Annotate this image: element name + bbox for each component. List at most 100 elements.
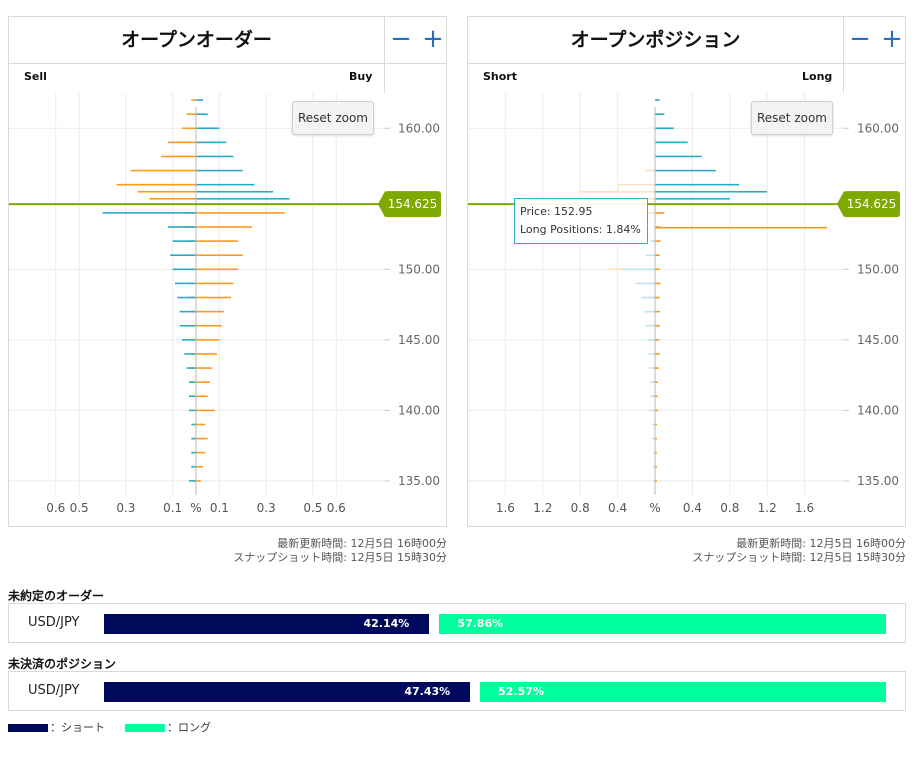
bar-short-below-price-: [640, 296, 655, 299]
x-tick-label: 0.8: [571, 501, 590, 515]
bar-sell-orders-below-price: [188, 480, 196, 482]
current-price-badge: 154.625: [378, 191, 441, 218]
bar-short-below-price-: [649, 409, 655, 412]
x-tick-label: 0.5: [70, 501, 89, 515]
bar-long-below-price-: [655, 254, 660, 257]
orders-update-info: 最新更新時間: 12月5日 16時00分 スナップショット時間: 12月5日 1…: [8, 537, 447, 565]
x-tick-label: 1.2: [533, 501, 552, 515]
sell-label: Sell: [24, 70, 47, 83]
bar-long-below-price-: [655, 409, 658, 412]
bar-sell-orders-below-price: [167, 226, 196, 228]
bar-sell: [116, 183, 196, 186]
x-tick-label: 0.4: [683, 501, 702, 515]
bar-sell: [186, 113, 196, 115]
price-tick-label: 150.00: [398, 262, 440, 276]
bar-buy-orders-above-price: [196, 155, 234, 158]
open-orders-header: オープンオーダー − +: [9, 17, 446, 64]
bar-long-below-price-: [655, 310, 660, 313]
bar-long: [655, 127, 674, 130]
bar-sell-orders-below-price: [191, 437, 196, 440]
legend-short-swatch: [8, 724, 48, 732]
bar-short-below-price-: [653, 451, 655, 454]
x-tick-label: 0.5: [303, 501, 322, 515]
bar-buy: [196, 226, 253, 228]
bar-short-below-price-: [653, 465, 655, 468]
zoom-controls: − +: [843, 17, 907, 63]
bar-short-below-price-: [648, 353, 655, 355]
short-ratio-bar: 42.14%: [104, 614, 430, 634]
bar-buy: [196, 451, 206, 454]
x-center-label: %: [190, 501, 201, 515]
bar-long-below-price-: [655, 367, 659, 369]
open-positions-row: USD/JPY 47.43% 52.57%: [8, 671, 906, 711]
bar-sell: [160, 155, 196, 158]
bar-sell-orders-below-price: [186, 367, 196, 369]
badge-box: [843, 191, 900, 218]
zoom-out-button[interactable]: −: [849, 24, 871, 54]
bar-short-below-price-: [647, 339, 655, 341]
bar-long-below-price-: [655, 226, 828, 229]
open-positions-title: オープンポジション: [570, 29, 741, 51]
reset-zoom-button[interactable]: Reset zoom: [292, 101, 374, 135]
bar-sell-orders-below-price: [181, 339, 196, 341]
bar-short-below-price-: [622, 268, 655, 271]
open-positions-chart: 160.00 150.00 145.00 140.00 135.00 154.625 1.6…: [468, 93, 900, 515]
tooltip-value: Long Positions: 1.84%: [520, 223, 641, 236]
bar-long: [655, 141, 688, 144]
short-label: Short: [483, 70, 517, 83]
bar-long: [655, 183, 740, 186]
current-price-label: 154.625: [388, 197, 438, 211]
bar-short: [617, 183, 655, 186]
price-tick-label: 140.00: [398, 403, 440, 417]
zoom-in-button[interactable]: +: [881, 24, 903, 54]
price-tick-label: 135.00: [857, 474, 899, 488]
long-ratio-bar: 57.86%: [439, 614, 886, 634]
bar-sell: [181, 127, 196, 130]
bar-long-below-price-: [655, 451, 657, 454]
bar-short-below-price-: [650, 381, 655, 383]
reset-zoom-button[interactable]: Reset zoom: [751, 101, 833, 135]
x-tick-label: 0.4: [608, 501, 627, 515]
x-tick-label: 0.1: [210, 501, 229, 515]
x-tick-label: 0.3: [116, 501, 135, 515]
bar-buy-orders-above-price: [196, 127, 220, 130]
open-positions-header: オープンポジション − +: [468, 17, 905, 64]
x-tick-label: 1.2: [758, 501, 777, 515]
bar-sell-orders-below-price: [172, 240, 196, 242]
current-price-badge: 154.625: [837, 191, 900, 218]
zoom-out-button[interactable]: −: [390, 24, 412, 54]
bar-long: [655, 190, 768, 193]
open-positions-panel: 160.00 150.00 145.00 140.00 135.00 154.625 1.6…: [467, 16, 906, 527]
bar-buy: [196, 310, 225, 313]
bar-long-below-price-: [655, 423, 657, 426]
bar-long-below-price-: [655, 465, 657, 468]
bar-short: [645, 169, 655, 172]
legend-short-label: ：ショート: [50, 721, 105, 734]
axis-divider: [384, 63, 385, 93]
currency-pair: USD/JPY: [28, 683, 80, 698]
bar-long: [655, 197, 730, 200]
orders-last-updated: 最新更新時間: 12月5日 16時00分: [277, 537, 447, 550]
bar-short-below-price-: [643, 310, 655, 313]
bar-sell: [149, 197, 196, 200]
orders-snapshot-time: スナップショット時間: 12月5日 15時30分: [233, 551, 447, 564]
bar-buy: [196, 423, 206, 426]
bar-buy-orders-above-price: [196, 99, 204, 101]
bar-buy: [196, 353, 218, 355]
long-label: Long: [802, 70, 833, 83]
pending-orders-row: USD/JPY 42.14% 57.86%: [8, 603, 906, 643]
price-tick-label: 145.00: [398, 333, 440, 347]
bar-long-below-price-: [655, 480, 657, 482]
bar-short-below-price-: [650, 240, 655, 242]
bar-short-below-price-: [636, 282, 655, 285]
open-orders-chart: 160.00 150.00 145.00 140.00 135.00 154.625 0.6…: [9, 93, 441, 515]
x-tick-label: 0.1: [163, 501, 182, 515]
price-tick-label: 160.00: [857, 121, 899, 135]
chart-tooltip: Price: 152.95 Long Positions: 1.84%: [514, 198, 648, 244]
bar-sell-orders-below-price: [172, 268, 196, 271]
badge-box: [384, 191, 441, 218]
price-tick-label: 140.00: [857, 403, 899, 417]
open-positions-ratio-title: 未決済のポジション: [8, 657, 117, 671]
bar-short-below-price-: [649, 367, 655, 369]
zoom-in-button[interactable]: +: [422, 24, 444, 54]
